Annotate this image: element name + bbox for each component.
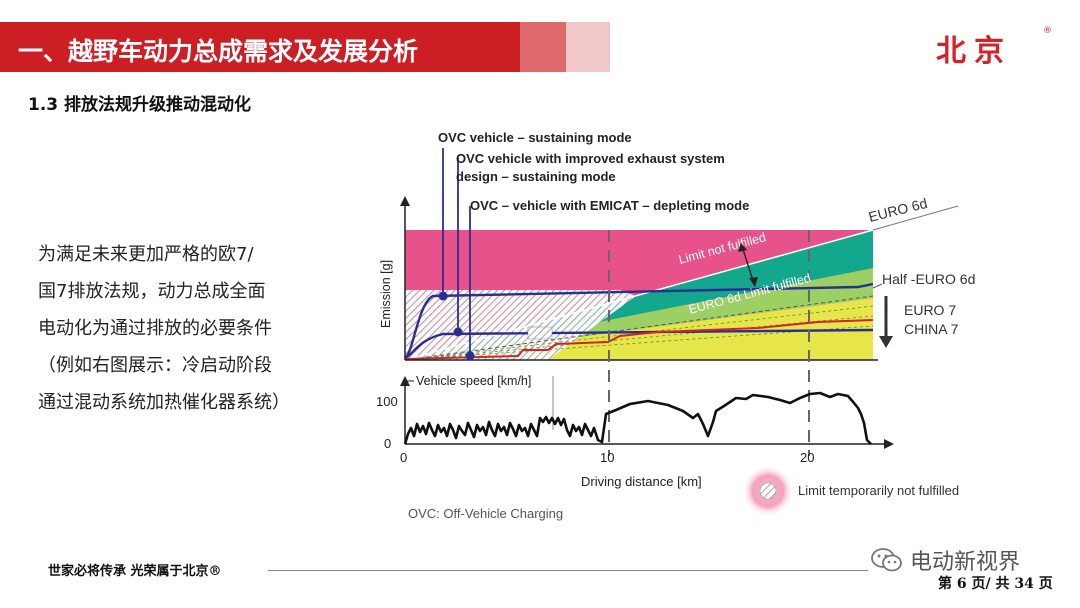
brand-registered-mark: ®: [1043, 26, 1052, 36]
ovc-improved-curve: [404, 328, 874, 360]
callout-dot-1: [438, 291, 448, 301]
body-line: 国7排放法规，动力总成全面: [38, 281, 266, 302]
x-axis-label: Driving distance [km]: [581, 474, 702, 489]
speed-tick-100: 100: [376, 394, 398, 409]
callout-1: OVC vehicle – sustaining mode: [438, 130, 632, 145]
half-euro6d-line: [404, 295, 874, 361]
callout-2a: OVC vehicle with improved exhaust system: [456, 151, 725, 166]
upper-y-label: Emission [g]: [379, 260, 393, 328]
legend-hatch-icon: [759, 482, 777, 500]
body-paragraph: 为满足未来更加严格的欧7/ 国7排放法规，动力总成全面 电动化为通过排放的必要条…: [38, 236, 338, 421]
wechat-icon: [871, 548, 902, 572]
callout-dot-3: [465, 351, 475, 361]
figure-footnote: OVC: Off-Vehicle Charging: [408, 506, 563, 521]
footer-divider: [268, 570, 868, 571]
euro6d-limit-line: [404, 229, 874, 361]
euro6d-label: EURO 6d: [867, 195, 929, 225]
half-euro6d-tick: [872, 283, 883, 289]
speed-tick-0: 0: [384, 436, 391, 451]
boundary-arrow: [741, 245, 755, 285]
speed-label: Vehicle speed [km/h]: [416, 374, 531, 388]
footer-slogan: 世家必将传承 光荣属于北京®: [48, 564, 222, 579]
boundary-arrow-head-top: [738, 243, 747, 252]
x-tick-20: 20: [800, 450, 814, 465]
body-line: 电动化为通过排放的必要条件: [38, 318, 272, 339]
euro7-label: EURO 7: [904, 302, 956, 318]
wechat-account-name: 电动新视界: [910, 550, 1021, 575]
callout-dot-2: [453, 327, 463, 337]
lower-x-axis-arrow: [884, 439, 894, 449]
brand-logo: 北京: [936, 34, 1012, 69]
body-line: 为满足未来更加严格的欧7/: [38, 244, 254, 265]
title-accent-block-light: [566, 22, 610, 72]
ovc-sustaining-curve: [404, 282, 874, 360]
upper-y-axis-arrow: [400, 196, 410, 206]
euro6d-extension-line: [872, 205, 959, 231]
limit-tightening-arrow-head: [879, 336, 893, 348]
x-tick-0: 0: [400, 450, 407, 465]
callout-2b: design – sustaining mode: [456, 169, 616, 184]
boundary-arrow-head-bottom: [749, 277, 758, 287]
body-line: 通过混动系统加热催化器系统）: [38, 392, 290, 413]
callout-3: OVC – vehicle with EMICAT – depleting mo…: [470, 198, 749, 213]
legend-temporarily-not-fulfilled: Limit temporarily not fulfilled: [798, 483, 959, 498]
x-tick-10: 10: [600, 450, 614, 465]
half-euro6d-label: Half -EURO 6d: [882, 271, 975, 287]
title-accent-block: [520, 22, 566, 72]
china7-label: CHINA 7: [904, 321, 959, 337]
title-bar: [0, 22, 520, 72]
section-subtitle: 1.3 排放法规升级推动混动化: [28, 95, 252, 115]
wechat-account: 电动新视界: [870, 544, 1020, 576]
emission-figure: OVC vehicle – sustaining mode OVC vehicl…: [376, 130, 975, 521]
body-line: （例如右图展示：冷启动阶段: [38, 355, 272, 376]
vehicle-speed-trace: [403, 391, 872, 445]
page-title: 一、越野车动力总成需求及发展分析: [18, 37, 419, 66]
hatch-marker: [527, 326, 553, 340]
hatched-not-fulfilled-region: [405, 290, 636, 360]
page-number: 第 6 页/ 共 34 页: [938, 576, 1053, 592]
